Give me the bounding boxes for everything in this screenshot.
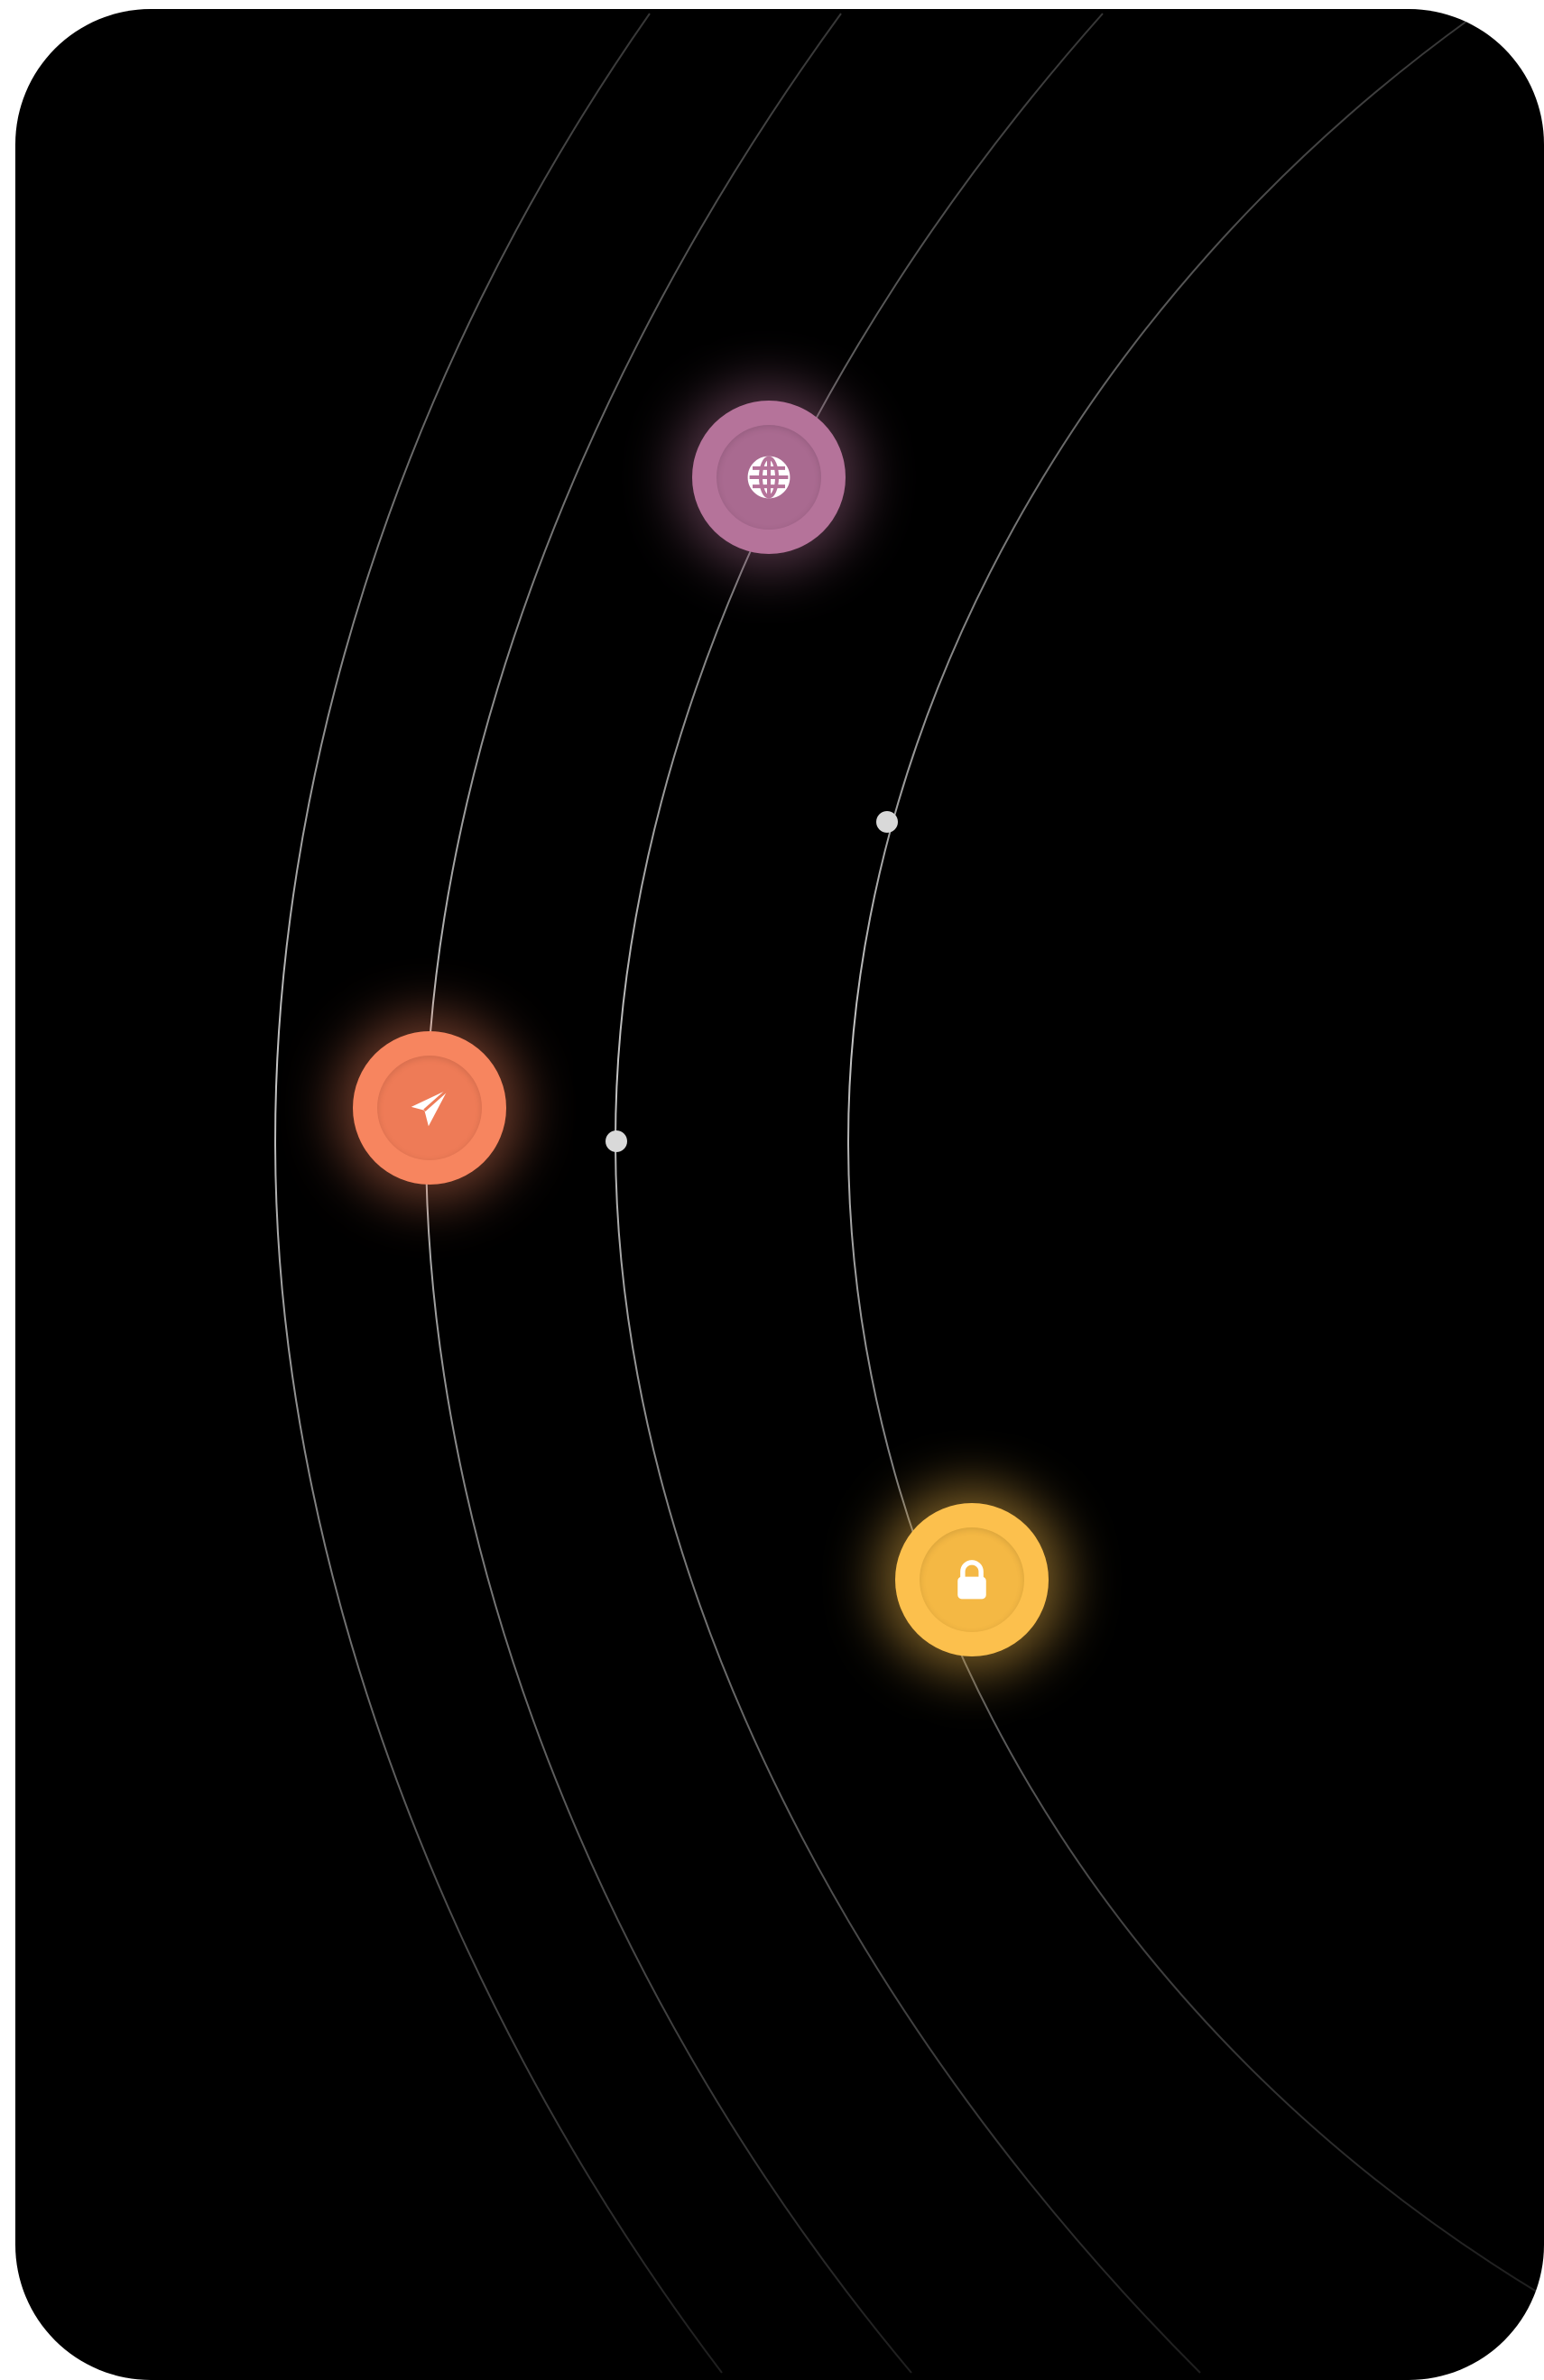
lock-button[interactable] (895, 1503, 1049, 1656)
globe-button-inner (717, 425, 821, 530)
send-button-inner (377, 1056, 482, 1160)
orbit-ring-2 (424, 13, 912, 2374)
globe-button[interactable] (692, 401, 846, 554)
send-button[interactable] (353, 1031, 506, 1185)
lock-button-inner (920, 1527, 1024, 1632)
paper-plane-icon (411, 1088, 449, 1127)
orbit-ring-3 (614, 13, 1201, 2374)
orbit-ring-1 (273, 13, 723, 2374)
orbit-dot (606, 1130, 627, 1152)
globe-icon (747, 456, 790, 499)
lock-icon (957, 1560, 986, 1600)
orbit-dot (876, 811, 898, 833)
orbit-ring-4 (846, 17, 1544, 2297)
